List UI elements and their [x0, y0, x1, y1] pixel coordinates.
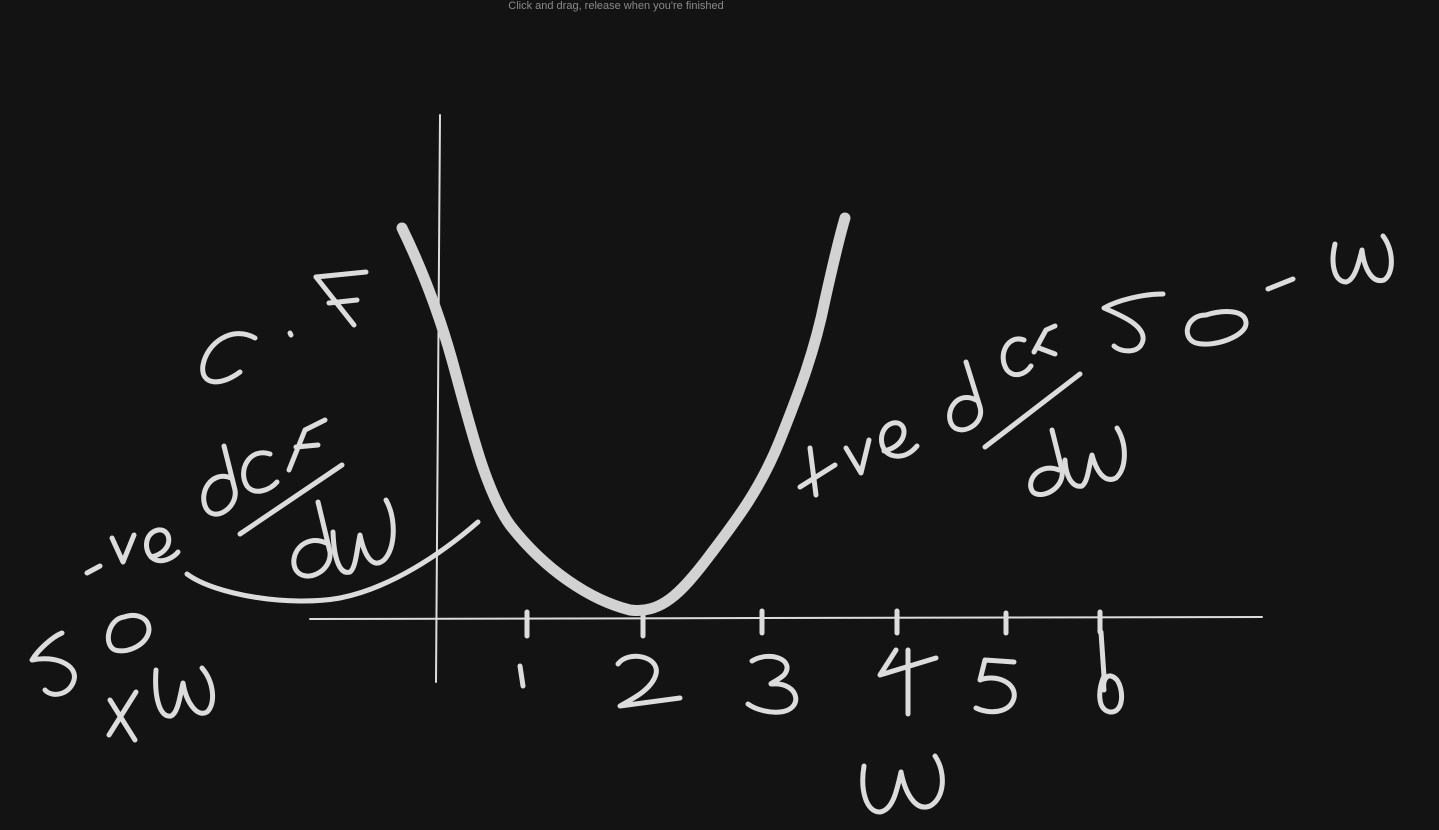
left-expression	[29, 613, 216, 743]
minus-right	[1265, 276, 1296, 292]
x-axis-line	[309, 616, 1263, 620]
digit-0-right	[1184, 309, 1249, 347]
fraction-bar	[237, 462, 345, 537]
axes	[309, 114, 1263, 683]
letter-f-top	[313, 269, 369, 280]
digit-5	[29, 630, 77, 697]
tick-label-2	[615, 653, 683, 709]
letter-e-right	[879, 420, 920, 459]
tick-numbers	[517, 629, 1125, 717]
x-axis-w-label	[860, 753, 945, 815]
tangent-line	[184, 519, 481, 604]
tick-marks	[524, 605, 1103, 639]
minus-sign	[84, 563, 103, 576]
tick-label-3	[745, 653, 799, 715]
letter-c	[200, 331, 258, 385]
letter-d	[201, 443, 238, 517]
letter-e	[144, 527, 181, 564]
letter-f-bar	[326, 297, 360, 306]
letter-w-bottom	[330, 497, 396, 575]
tick-label-1	[517, 663, 526, 689]
letter-v-right	[843, 437, 872, 476]
digit-0	[105, 613, 152, 654]
curve-label-drawing	[200, 269, 369, 385]
letter-f-small	[286, 417, 328, 473]
y-axis-line	[435, 114, 441, 683]
letter-w-left	[153, 665, 216, 719]
letter-d-right-bottom	[1028, 427, 1065, 497]
letter-v	[109, 532, 137, 565]
left-derivative-note	[84, 417, 396, 579]
plus-horizontal	[797, 462, 838, 490]
right-expression	[1101, 233, 1394, 354]
letter-c-right	[1000, 336, 1034, 378]
plus-vertical	[807, 445, 819, 498]
drag-instruction: Click and drag, release when you're fini…	[508, 0, 724, 12]
letter-w-right-bottom	[1062, 425, 1127, 489]
letter-d-right	[947, 359, 984, 433]
tick-label-6	[1097, 629, 1125, 715]
plus-stroke	[106, 689, 139, 743]
letter-c-small	[241, 450, 280, 494]
letter-w-far-right	[1330, 233, 1394, 285]
letter-f-right	[1031, 323, 1058, 357]
tick-label-5	[973, 657, 1017, 715]
tick-label-4	[877, 647, 939, 717]
letter-d-bottom	[291, 499, 333, 579]
digit-5-right	[1101, 291, 1166, 354]
dot	[287, 330, 294, 338]
cost-curve	[396, 212, 851, 617]
right-derivative-note	[797, 323, 1127, 498]
fraction-bar-right	[982, 371, 1083, 450]
